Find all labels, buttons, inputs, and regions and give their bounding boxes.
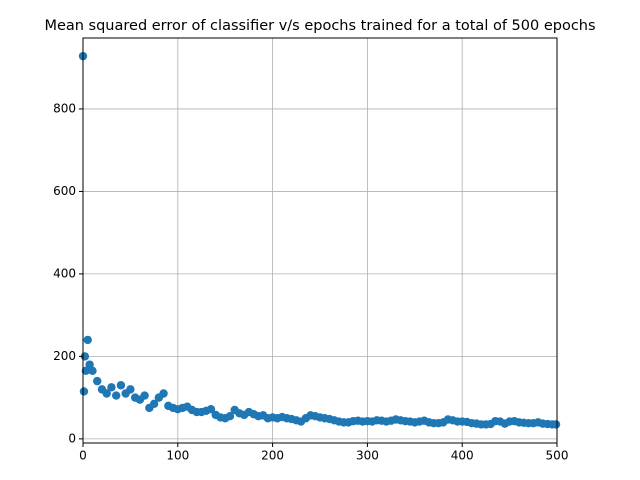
point [116,381,126,390]
axes-frame [82,37,558,444]
point [79,387,89,396]
point [126,385,135,394]
y-tick-label: 400 [53,266,76,280]
point [140,391,149,400]
points [78,51,561,429]
y-tick-label: 200 [53,349,76,363]
x-tick-label: 300 [356,449,379,463]
x-tick-label: 200 [261,449,284,463]
point [149,399,159,409]
point [83,335,92,345]
grid [82,38,558,443]
y-tick-label: 800 [53,101,76,115]
point [225,411,235,421]
chart-title: Mean squared error of classifier v/s epo… [44,18,595,34]
point [551,420,561,429]
x-tick-label: 100 [166,449,189,463]
x-tick-label: 500 [546,449,569,463]
point [107,383,116,392]
point [88,366,97,376]
point [111,391,121,400]
point [81,366,91,376]
point [102,389,111,398]
point [93,376,102,386]
point [206,404,216,414]
x-tick-label: 0 [79,449,87,463]
x-tick-label: 400 [451,449,474,463]
point [159,389,168,398]
y-tick-label: 0 [68,431,76,445]
y-tick-label: 600 [53,184,76,198]
